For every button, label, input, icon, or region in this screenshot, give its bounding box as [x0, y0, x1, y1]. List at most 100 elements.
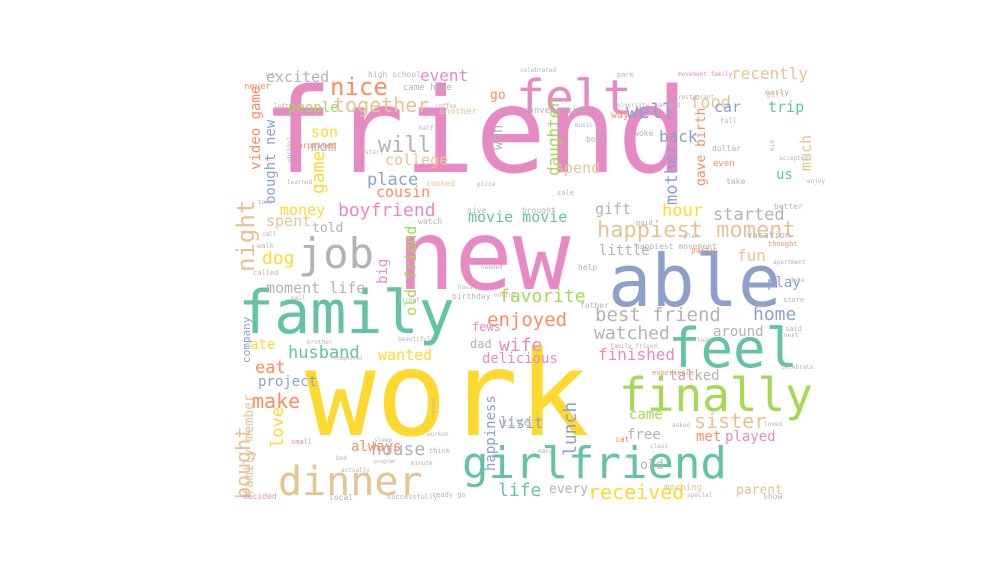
cloud-word: felt	[516, 70, 632, 126]
cloud-word: full	[720, 117, 737, 125]
cloud-word: parent	[736, 483, 783, 498]
cloud-word: never	[244, 82, 272, 92]
cloud-word: mom	[311, 139, 337, 155]
cloud-word: together	[333, 93, 430, 117]
cloud-word: loved	[764, 421, 783, 428]
cloud-word: completed	[335, 356, 363, 362]
cloud-word: lunch	[560, 401, 581, 456]
cloud-word: money	[280, 201, 326, 219]
cloud-word: vacation	[747, 231, 791, 241]
cloud-word: run	[624, 454, 635, 461]
cloud-word: happiest moment	[597, 218, 796, 243]
cloud-word: small	[291, 438, 313, 446]
cloud-word: sister	[694, 409, 767, 433]
cloud-word: dollar	[712, 144, 741, 153]
cloud-word: hour	[662, 201, 703, 221]
cloud-word: around	[713, 324, 764, 340]
cloud-word: wife	[499, 335, 543, 356]
cloud-word: father	[580, 301, 609, 310]
cloud-word: surprised	[293, 141, 337, 150]
cloud-word: enjoy	[807, 178, 826, 185]
cloud-word: trip	[768, 98, 805, 116]
cloud-word: able	[608, 239, 782, 323]
cloud-word: happiest movement	[635, 242, 717, 251]
cloud-word: feel	[668, 317, 799, 380]
cloud-word: better	[774, 202, 803, 211]
cloud-word: girl	[766, 90, 786, 99]
cloud-word: half	[419, 125, 434, 132]
cloud-word: next	[784, 332, 799, 339]
cloud-word: gift	[595, 200, 632, 218]
cloud-word: delicious	[482, 351, 558, 367]
cloud-word: early	[765, 88, 790, 97]
cloud-word: buy	[596, 127, 607, 134]
cloud-word: music	[575, 122, 594, 129]
cloud-word: give	[467, 206, 487, 215]
cloud-word: car	[714, 98, 742, 116]
cloud-word: enjoyed	[487, 309, 568, 331]
cloud-word: love	[268, 407, 288, 448]
cloud-word: bed	[336, 455, 347, 462]
cloud-word: event	[420, 66, 469, 85]
cloud-word: won	[490, 124, 506, 150]
cloud-word: video game	[248, 85, 264, 170]
cloud-word: ready go	[432, 491, 466, 499]
cloud-word: every	[549, 482, 589, 497]
cloud-word: bought new	[263, 119, 279, 204]
cloud-word: beautiful	[398, 336, 431, 343]
cloud-word: decided	[243, 492, 277, 501]
cloud-word: help	[578, 263, 598, 272]
cloud-word: hava	[458, 284, 473, 291]
cloud-word: finally	[619, 368, 813, 422]
cloud-word: pizza	[477, 181, 496, 188]
cloud-word: movement family	[678, 71, 733, 78]
cloud-word: think	[429, 447, 451, 455]
cloud-word: called	[253, 269, 279, 277]
cloud-word: look	[697, 337, 712, 344]
cloud-word: sleep	[374, 437, 393, 444]
cloud-word: cooked	[426, 179, 455, 188]
cloud-word: nice	[330, 73, 388, 101]
cloud-word: cat	[615, 435, 630, 444]
cloud-word: program	[374, 459, 396, 465]
cloud-word: take	[726, 177, 746, 186]
cloud-word: actually	[341, 467, 370, 474]
cloud-word: started	[713, 205, 785, 225]
cloud-word: special	[687, 492, 713, 499]
cloud-word: plan	[684, 233, 699, 240]
cloud-word: live	[500, 415, 532, 430]
cloud-word: kid	[769, 140, 776, 151]
cloud-word: new	[397, 200, 571, 312]
cloud-word: boss	[586, 135, 606, 144]
cloud-word: will	[378, 133, 431, 158]
cloud-word: date	[790, 277, 805, 284]
cloud-word: friend	[262, 62, 689, 200]
cloud-word: call	[262, 231, 277, 238]
cloud-word: left	[274, 103, 289, 110]
cloud-word: girlfriend	[462, 438, 727, 489]
cloud-word: met	[696, 429, 722, 445]
cloud-word: job	[298, 229, 374, 278]
cloud-word: gave birth	[694, 107, 709, 186]
cloud-word: asked	[672, 422, 691, 429]
cloud-word: town	[258, 199, 273, 206]
cloud-word: told	[312, 221, 344, 236]
cloud-word: talked	[669, 368, 720, 384]
cloud-word: favorite	[499, 286, 586, 307]
cloud-word: life	[498, 480, 542, 501]
cloud-word: birthday	[452, 292, 491, 301]
cloud-word: always	[351, 439, 402, 455]
cloud-word: dinner	[278, 459, 423, 505]
cloud-word: coffee	[435, 103, 457, 110]
cloud-word: mother	[662, 143, 682, 205]
cloud-word: apartment	[773, 259, 806, 266]
cloud-word: company	[240, 316, 253, 363]
cloud-word: even	[713, 159, 735, 169]
cloud-word: workout	[286, 136, 293, 162]
cloud-word: back	[659, 127, 698, 146]
cloud-word: house	[371, 439, 426, 460]
cloud-word: brought	[522, 206, 556, 215]
cloud-word: baby	[266, 72, 279, 78]
cloud-word: managed	[655, 102, 681, 109]
